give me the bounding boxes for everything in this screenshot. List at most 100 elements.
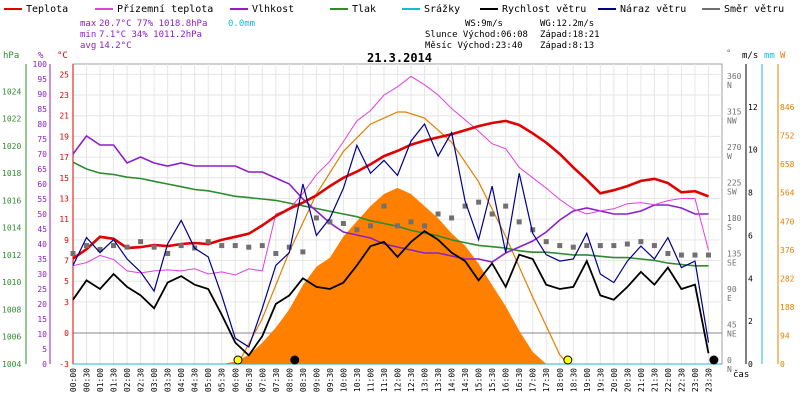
winddir-compass-label: SE [727,258,737,267]
humidity-tick-label: 90 [37,90,47,99]
time-tick-label: 16:30 [515,368,524,392]
legend-item-tlak: Tlak [330,4,376,15]
legend-label-vlhkost: Vlhkost [252,4,294,15]
legend-label-prizemni-teplota: Přízemní teplota [117,3,213,15]
winddir-tick-label: 225 [727,178,742,187]
time-tick-label: 10:30 [353,368,362,392]
time-tick-label: 23:30 [704,368,713,392]
pressure-tick-label: 1020 [2,142,21,151]
time-tick-label: 18:30 [569,368,578,392]
time-tick-label: 07:00 [258,368,267,392]
humidity-tick-label: 0 [42,360,47,369]
pressure-tick-label: 1008 [2,305,21,314]
time-tick-label: 03:00 [150,368,159,392]
radiation-tick-label: 0 [780,360,785,369]
series-smer-vetru-point [219,243,225,249]
humidity-tick-label: 55 [37,195,47,204]
wind-tick-label: 0 [748,360,753,369]
time-tick-label: 20:00 [610,368,619,392]
time-tick-label: 18:00 [556,368,565,392]
radiation-tick-label: 752 [780,132,795,141]
series-smer-vetru-point [557,243,563,249]
time-tick-label: 11:30 [380,368,389,392]
pressure-tick-label: 1006 [2,333,21,342]
time-tick-label: 01:00 [96,368,105,392]
winddir-compass-label: N [727,365,732,374]
time-tick-label: 08:00 [285,368,294,392]
time-tick-label: 06:30 [245,368,254,392]
temperature-tick-label: 5 [64,277,69,286]
series-smer-vetru-point [286,244,292,250]
series-smer-vetru-point [516,219,522,225]
series-smer-vetru-point [151,244,157,250]
series-smer-vetru-point [503,203,509,209]
series-smer-vetru-point [638,239,644,245]
series-smer-vetru-point [232,243,238,249]
unit-hpa: hPa [3,51,19,61]
time-tick-label: 04:00 [177,368,186,392]
legend-item-rychlost-vetru: Rychlost větru [480,3,586,15]
temperature-tick-label: 11 [59,215,69,224]
series-smer-vetru-point [422,223,428,229]
humidity-tick-label: 25 [37,285,47,294]
radiation-tick-label: 282 [780,274,795,283]
humidity-tick-label: 85 [37,105,47,114]
winddir-tick-label: 45 [727,320,737,329]
time-tick-label: 14:00 [448,368,457,392]
temperature-tick-label: 13 [59,194,69,203]
humidity-tick-label: 70 [37,150,47,159]
humidity-tick-label: 65 [37,165,47,174]
winddir-tick-label: 270 [727,143,742,152]
marker-sunset [563,355,573,365]
winddir-compass-label: W [727,152,732,161]
winddir-compass-label: NW [727,116,737,125]
time-tick-label: 15:30 [488,368,497,392]
time-tick-label: 12:30 [407,368,416,392]
stat-moon-set: Západ:8:13 [540,41,594,51]
series-naraz-vetru-line [72,122,710,348]
radiation-tick-label: 94 [780,331,790,340]
series-smer-vetru-point [124,244,130,250]
series-smer-vetru-point [705,252,711,258]
series-radiation-area [221,187,547,364]
humidity-tick-label: 15 [37,315,47,324]
time-tick-label: 02:00 [123,368,132,392]
series-smer-vetru-point [476,199,482,205]
humidity-tick-label: 95 [37,75,47,84]
legend-item-srazky: Srážky [402,3,460,15]
left-axes: 1004100610081010101210141016101810201022… [2,60,74,369]
series-smer-vetru-point [665,250,671,256]
wind-tick-label: 12 [748,103,758,112]
time-tick-label: 00:30 [83,368,92,392]
series-smer-vetru-point [205,239,211,245]
stat-moon-rise: Měsíc Východ:23:40 [425,41,523,51]
unit-time: čas [733,369,749,380]
humidity-tick-label: 40 [37,240,47,249]
time-tick-label: 07:30 [272,368,281,392]
winddir-compass-label: S [727,223,732,232]
winddir-tick-label: 180 [727,214,742,223]
series-smer-vetru-point [462,203,468,209]
series-smer-vetru-point [530,227,536,233]
radiation-tick-label: 658 [780,160,795,169]
legend-label-tlak: Tlak [352,4,376,15]
marker-sunrise [233,355,243,365]
pressure-tick-label: 1022 [2,115,21,124]
legend-label-srazky: Srážky [424,3,460,15]
series-smer-vetru-point [246,244,252,250]
series-smer-vetru-point [70,250,76,256]
winddir-compass-label: SW [727,187,737,196]
time-tick-label: 05:00 [204,368,213,392]
series-smer-vetru-point [543,239,549,245]
time-tick-label: 13:00 [421,368,430,392]
series-smer-vetru-point [611,243,617,249]
time-tick-label: 14:30 [461,368,470,392]
series-smer-vetru-point [97,247,103,253]
pressure-tick-label: 1012 [2,251,21,260]
series-smer-vetru-point [449,215,455,221]
winddir-compass-label: N [727,81,732,90]
winddir-tick-label: 360 [727,72,742,81]
legend-item-smer-vetru: Směr větru [702,3,784,15]
time-tick-label: 00:00 [69,368,78,392]
